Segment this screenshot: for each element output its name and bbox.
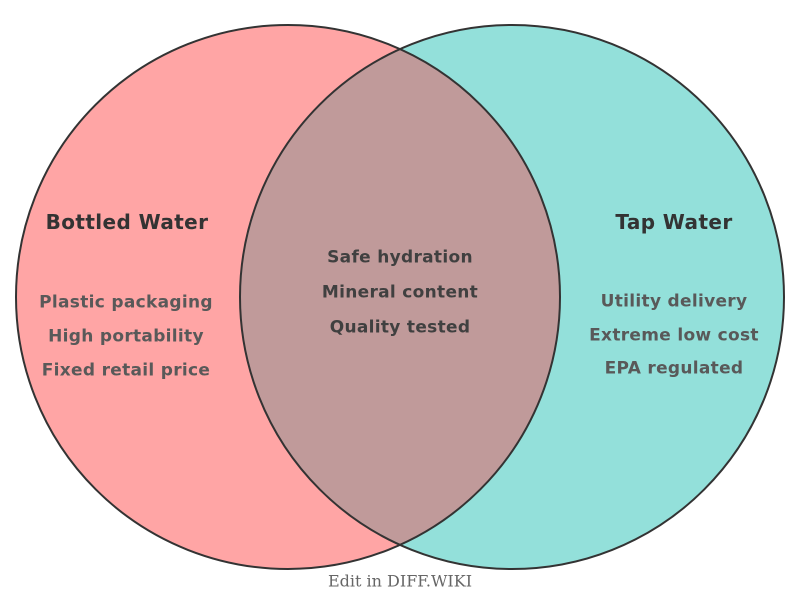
right-circle-title: Tap Water <box>615 210 733 234</box>
overlap-item: Quality tested <box>329 317 471 338</box>
left-item: High portability <box>48 326 204 347</box>
overlap-item: Mineral content <box>321 282 479 303</box>
right-item: Extreme low cost <box>589 325 759 346</box>
overlap-region-fill <box>240 25 560 569</box>
edit-in-diffwiki-link[interactable]: Edit in DIFF.WIKI <box>327 571 473 591</box>
right-item: EPA regulated <box>604 358 744 379</box>
left-item: Fixed retail price <box>41 360 211 381</box>
left-circle-title: Bottled Water <box>45 210 209 234</box>
overlap-item: Safe hydration <box>327 247 473 268</box>
right-item: Utility delivery <box>600 291 748 312</box>
left-circle-outline <box>15 24 561 570</box>
left-item: Plastic packaging <box>39 292 213 313</box>
right-circle-outline <box>239 24 785 570</box>
